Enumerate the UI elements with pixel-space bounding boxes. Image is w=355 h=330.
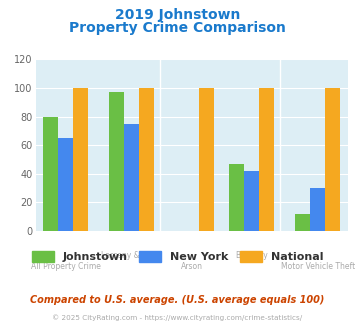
Bar bbox=[244, 171, 259, 231]
Bar bbox=[43, 116, 58, 231]
Bar bbox=[326, 88, 340, 231]
Text: Property Crime Comparison: Property Crime Comparison bbox=[69, 21, 286, 35]
Bar bbox=[124, 124, 139, 231]
Bar bbox=[259, 88, 274, 231]
Text: Burglary: Burglary bbox=[235, 251, 268, 260]
Text: 2019 Johnstown: 2019 Johnstown bbox=[115, 8, 240, 22]
Text: © 2025 CityRating.com - https://www.cityrating.com/crime-statistics/: © 2025 CityRating.com - https://www.city… bbox=[53, 314, 302, 321]
Bar bbox=[310, 188, 326, 231]
Bar bbox=[109, 92, 124, 231]
Bar bbox=[199, 88, 214, 231]
Bar bbox=[295, 214, 310, 231]
Bar bbox=[58, 138, 73, 231]
Legend: Johnstown, New York, National: Johnstown, New York, National bbox=[27, 247, 328, 267]
Text: Motor Vehicle Theft: Motor Vehicle Theft bbox=[281, 262, 355, 272]
Bar bbox=[229, 164, 244, 231]
Text: Compared to U.S. average. (U.S. average equals 100): Compared to U.S. average. (U.S. average … bbox=[30, 295, 325, 305]
Text: Arson: Arson bbox=[181, 262, 203, 272]
Text: All Property Crime: All Property Crime bbox=[31, 262, 100, 272]
Text: Larceny & Theft: Larceny & Theft bbox=[101, 251, 162, 260]
Bar bbox=[73, 88, 88, 231]
Bar bbox=[139, 88, 154, 231]
